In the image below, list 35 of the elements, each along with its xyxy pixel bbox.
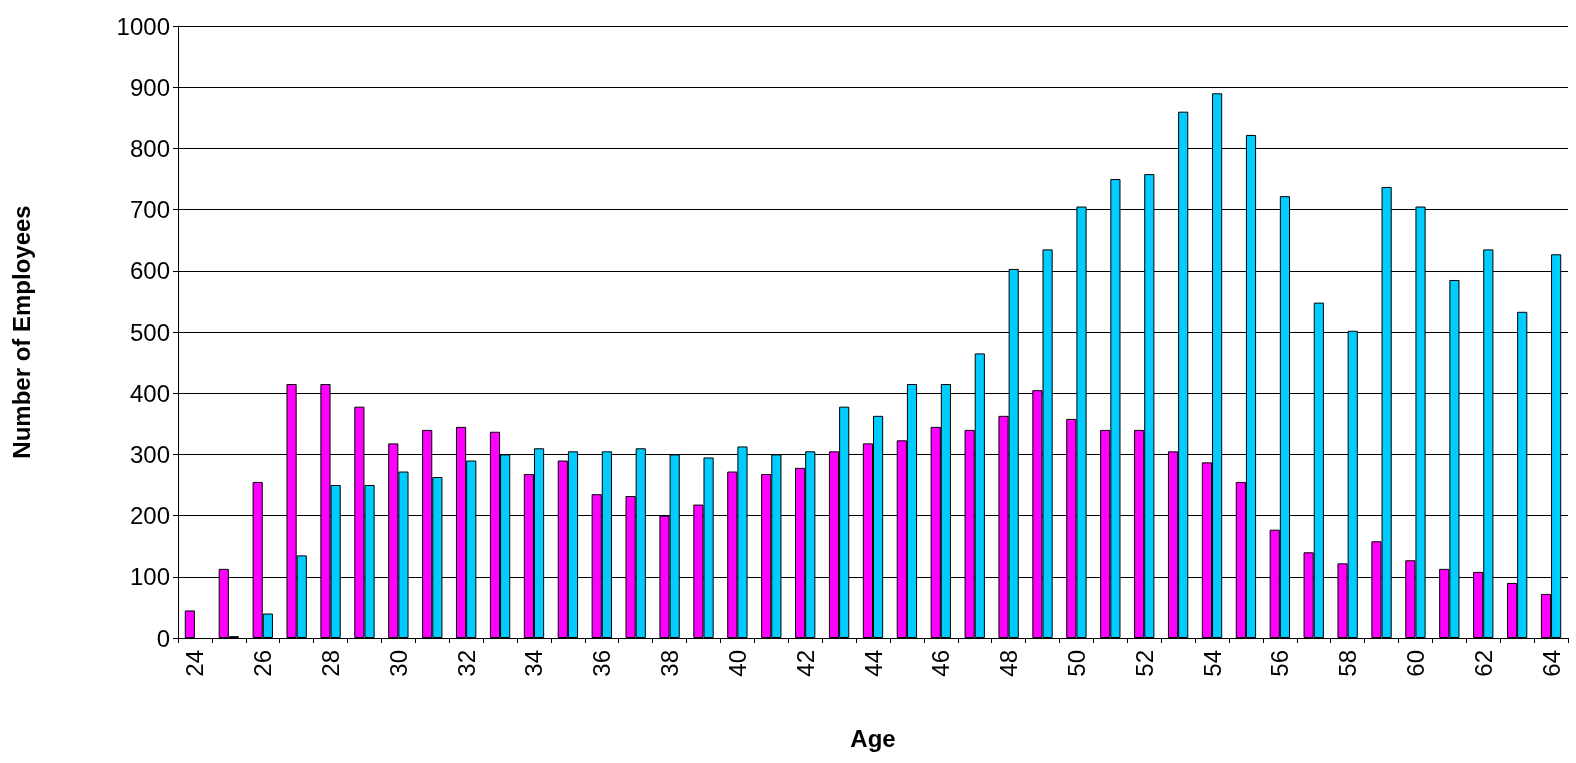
y-tick-label: 300 — [129, 440, 170, 468]
x-tick-label: 56 — [1266, 650, 1294, 677]
x-tick-label: 54 — [1198, 650, 1226, 677]
y-tick-label: 800 — [129, 134, 170, 162]
x-tick-label: 34 — [520, 650, 548, 677]
x-tick-label: 58 — [1334, 650, 1362, 677]
x-tick-label: 46 — [927, 650, 955, 677]
x-tick-label: 62 — [1469, 650, 1497, 677]
y-tick-label: 500 — [129, 318, 170, 346]
x-axis-title: Age — [850, 724, 896, 752]
x-tick-label: 48 — [995, 650, 1023, 677]
x-tick-label: 26 — [249, 650, 277, 677]
x-tick-label: 42 — [791, 650, 819, 677]
x-tick-label: 40 — [723, 650, 751, 677]
y-tick-label: 200 — [129, 502, 170, 530]
x-tick-label: 24 — [181, 650, 209, 677]
x-tick-label: 44 — [859, 650, 887, 677]
y-tick-label: 400 — [129, 379, 170, 407]
x-tick-label: 36 — [588, 650, 616, 677]
y-tick-label: 0 — [156, 624, 170, 652]
y-tick-label: 700 — [129, 196, 170, 224]
x-tick-label: 30 — [384, 650, 412, 677]
y-tick-label: 600 — [129, 257, 170, 285]
x-tick-label: 32 — [452, 650, 480, 677]
y-tick-label: 900 — [129, 73, 170, 101]
x-tick-label: 50 — [1062, 650, 1090, 677]
x-tick-label: 28 — [317, 650, 345, 677]
y-tick-label: 1000 — [116, 12, 170, 40]
x-tick-label: 60 — [1401, 650, 1429, 677]
bar — [184, 610, 195, 638]
y-axis-title: Number of Employees — [7, 205, 35, 459]
y-tick-label: 100 — [129, 563, 170, 591]
x-tick-label: 52 — [1130, 650, 1158, 677]
x-tick-label: 64 — [1537, 650, 1565, 677]
x-tick-label: 38 — [656, 650, 684, 677]
